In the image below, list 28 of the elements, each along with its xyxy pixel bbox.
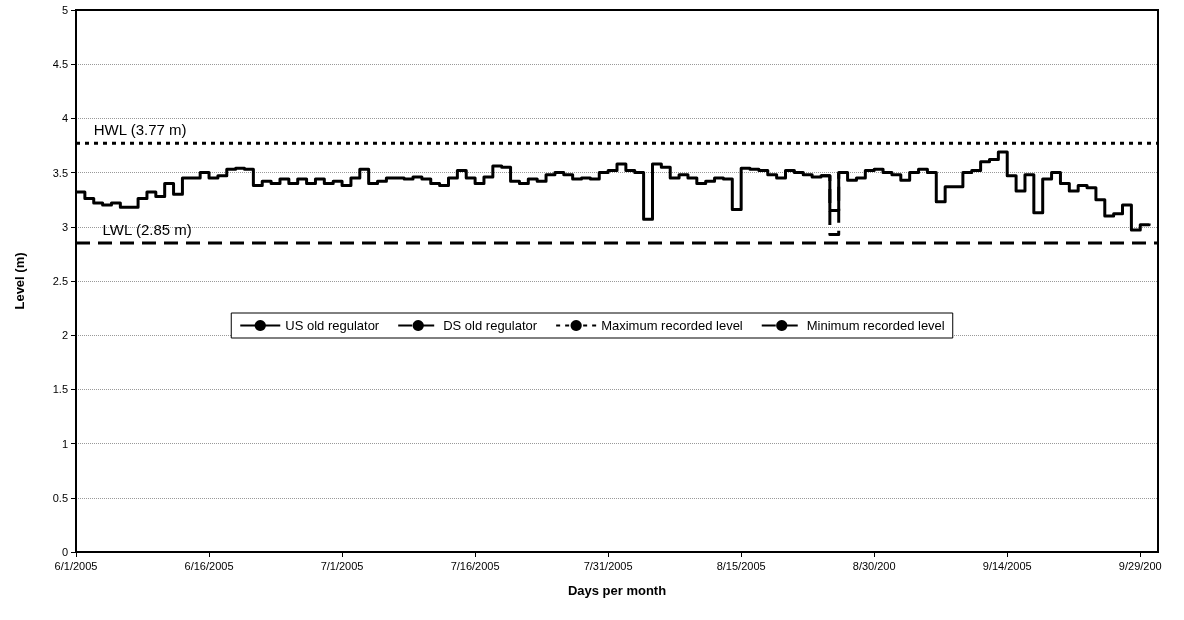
annotation: HWL (3.77 m) — [93, 121, 187, 139]
x-tick-label: 6/1/2005 — [54, 559, 98, 572]
x-tick-label: 6/16/2005 — [184, 559, 234, 572]
y-tick-label: 0 — [61, 546, 68, 558]
y-tick-label: 1 — [61, 437, 68, 450]
legend-label: Maximum recorded level — [601, 318, 743, 333]
y-tick-label: 3 — [61, 220, 68, 233]
y-axis-title: Level (m) — [12, 252, 27, 310]
y-tick-label: 1.5 — [52, 383, 68, 396]
y-tick-label: 0.5 — [52, 491, 68, 504]
legend-label: Minimum recorded level — [806, 318, 945, 333]
annotation: LWL (2.85 m) — [102, 221, 192, 239]
x-axis-title: Days per month — [567, 583, 667, 598]
x-tick-label: 7/1/2005 — [320, 559, 364, 572]
legend-label: DS old regulator — [443, 318, 538, 333]
x-tick-label: 8/15/2005 — [716, 559, 766, 572]
x-tick-label: 9/29/200 — [1118, 559, 1162, 572]
x-tick-label: 8/30/200 — [852, 559, 896, 572]
y-tick-label: 2 — [61, 329, 68, 342]
y-tick-label: 5 — [61, 4, 68, 16]
x-tick-label: 7/31/2005 — [583, 559, 633, 572]
y-tick-label: 4 — [61, 112, 68, 125]
y-tick-label: 2.5 — [52, 275, 68, 287]
y-tick-label: 3.5 — [52, 166, 68, 179]
x-tick-label: 9/14/2005 — [982, 559, 1032, 572]
x-tick-label: 7/16/2005 — [450, 559, 500, 572]
legend-label: US old regulator — [285, 318, 380, 333]
y-tick-label: 4.5 — [52, 58, 68, 71]
